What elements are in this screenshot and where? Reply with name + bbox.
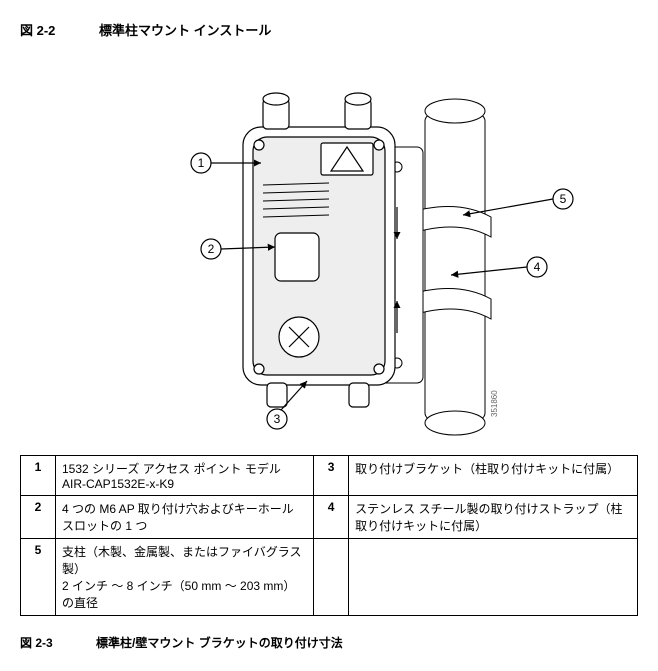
svg-text:5: 5 xyxy=(560,192,567,206)
legend-text: 1532 シリーズ アクセス ポイント モデル AIR-CAP1532E-x-K… xyxy=(56,456,314,496)
callout-1: 1 xyxy=(191,153,211,173)
legend-text: 取り付けブラケット（柱取り付けキットに付属） xyxy=(349,456,638,496)
legend-text: ステンレス スチール製の取り付けストラップ（柱取り付けキットに付属） xyxy=(349,496,638,539)
next-figure-title: 標準柱/壁マウント ブラケットの取り付け寸法 xyxy=(96,636,343,650)
legend-index: 2 xyxy=(21,496,56,539)
access-point-device xyxy=(243,93,395,407)
table-row: 11532 シリーズ アクセス ポイント モデル AIR-CAP1532E-x-… xyxy=(21,456,638,496)
legend-index: 4 xyxy=(314,496,349,539)
legend-text: 4 つの M6 AP 取り付け穴およびキーホール スロットの 1 つ xyxy=(56,496,314,539)
legend-text: 支柱（木製、金属製、またはファイバグラス製） 2 インチ ～ 8 インチ（50 … xyxy=(56,539,314,616)
legend-index xyxy=(314,539,349,616)
next-figure-caption: 図 2-3 標準柱/壁マウント ブラケットの取り付け寸法 xyxy=(20,634,638,651)
figure-caption: 図 2-2 標準柱マウント インストール xyxy=(20,20,638,39)
svg-text:4: 4 xyxy=(534,260,541,274)
callout-5: 5 xyxy=(553,189,573,209)
legend-text xyxy=(349,539,638,616)
pole xyxy=(425,99,485,435)
part-number: 351860 xyxy=(490,390,499,417)
figure-label: 図 2-2 xyxy=(20,23,55,38)
table-row: 5支柱（木製、金属製、またはファイバグラス製） 2 インチ ～ 8 インチ（50… xyxy=(21,539,638,616)
legend-index: 1 xyxy=(21,456,56,496)
svg-text:1: 1 xyxy=(198,156,205,170)
svg-text:3: 3 xyxy=(274,412,281,426)
table-row: 24 つの M6 AP 取り付け穴およびキーホール スロットの 1 つ4ステンレ… xyxy=(21,496,638,539)
legend-index: 3 xyxy=(314,456,349,496)
callout-4: 4 xyxy=(527,257,547,277)
callout-2: 2 xyxy=(201,239,221,259)
next-figure-label: 図 2-3 xyxy=(20,636,53,650)
figure-title-text: 標準柱マウント インストール xyxy=(99,23,271,38)
legend-index: 5 xyxy=(21,539,56,616)
svg-text:2: 2 xyxy=(208,242,215,256)
callout-3: 3 xyxy=(267,409,287,429)
figure-diagram: 1 2 3 4 5 351860 xyxy=(20,47,638,447)
legend-table: 11532 シリーズ アクセス ポイント モデル AIR-CAP1532E-x-… xyxy=(20,455,638,616)
